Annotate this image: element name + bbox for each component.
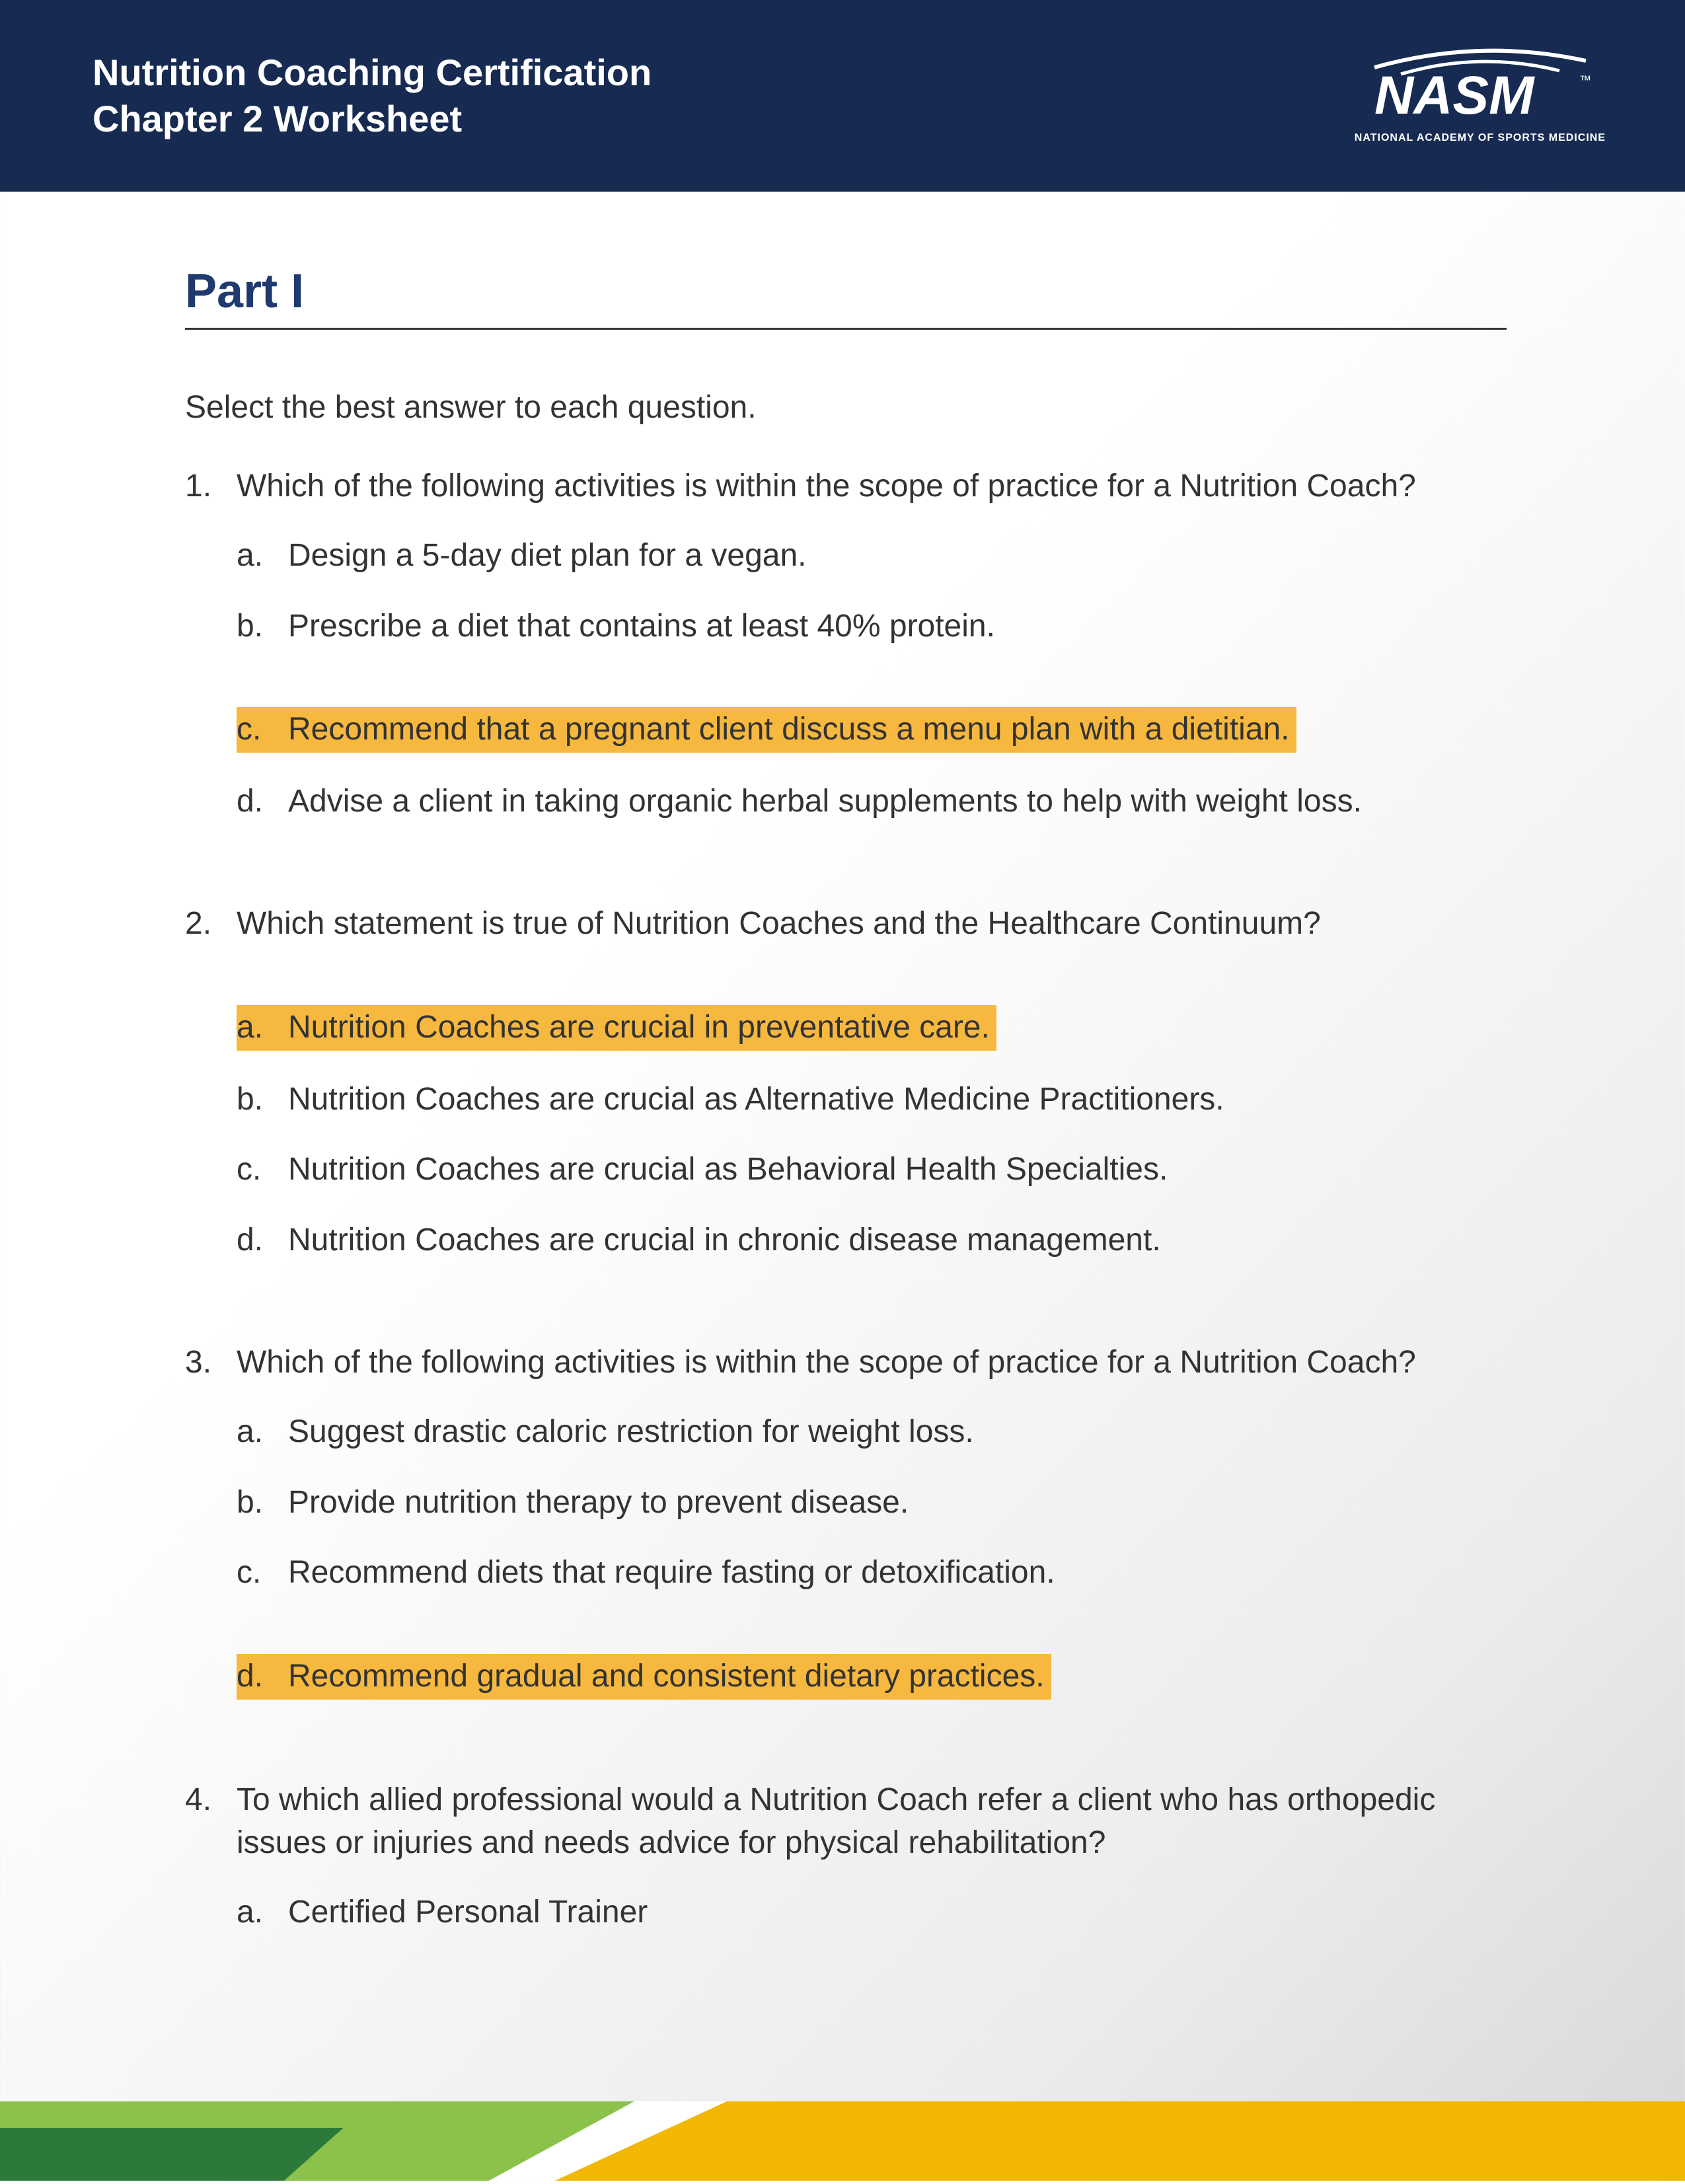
- option-row: b.Provide nutrition therapy to prevent d…: [237, 1482, 1507, 1525]
- part-title: Part I: [185, 264, 1507, 330]
- options-list: a.Nutrition Coaches are crucial in preve…: [237, 1005, 1507, 1262]
- question-text: Which of the following activities is wit…: [237, 1341, 1507, 1384]
- footer-svg-icon: [0, 2101, 1685, 2181]
- option-letter: d.: [237, 1219, 288, 1262]
- question-block: 3.Which of the following activities is w…: [185, 1341, 1507, 1700]
- option-text: Nutrition Coaches are crucial as Behavio…: [288, 1148, 1507, 1191]
- option-row: c.Nutrition Coaches are crucial as Behav…: [237, 1148, 1507, 1191]
- option-letter: b.: [237, 605, 288, 648]
- option-letter: a.: [237, 535, 288, 578]
- logo-tm: ™: [1579, 73, 1591, 87]
- question-text: To which allied professional would a Nut…: [237, 1779, 1507, 1865]
- option-text: Certified Personal Trainer: [288, 1891, 1507, 1934]
- questions-container: 1.Which of the following activities is w…: [185, 465, 1507, 1934]
- option-row: a.Nutrition Coaches are crucial in preve…: [237, 1005, 996, 1051]
- header-title-line1: Nutrition Coaching Certification: [93, 50, 652, 96]
- option-row: d.Advise a client in taking organic herb…: [237, 780, 1507, 823]
- question-row: 2.Which statement is true of Nutrition C…: [185, 903, 1507, 946]
- option-letter: d.: [237, 1654, 288, 1700]
- question-number: 2.: [185, 903, 237, 946]
- question-block: 4.To which allied professional would a N…: [185, 1779, 1507, 1934]
- option-letter: c.: [237, 707, 288, 753]
- option-letter: a.: [237, 1005, 288, 1051]
- question-row: 1.Which of the following activities is w…: [185, 465, 1507, 508]
- question-row: 4.To which allied professional would a N…: [185, 1779, 1507, 1865]
- option-row: c.Recommend that a pregnant client discu…: [237, 707, 1296, 753]
- options-list: a.Suggest drastic caloric restriction fo…: [237, 1411, 1507, 1700]
- option-text: Suggest drastic caloric restriction for …: [288, 1411, 1507, 1454]
- question-row: 3.Which of the following activities is w…: [185, 1341, 1507, 1384]
- option-row: a.Design a 5-day diet plan for a vegan.: [237, 535, 1507, 578]
- option-row: d.Recommend gradual and consistent dieta…: [237, 1654, 1051, 1700]
- option-text: Design a 5-day diet plan for a vegan.: [288, 535, 1507, 578]
- option-letter: a.: [237, 1411, 288, 1454]
- nasm-logo-icon: NASM ™: [1361, 48, 1599, 127]
- option-text: Prescribe a diet that contains at least …: [288, 605, 1507, 648]
- option-letter: c.: [237, 1552, 288, 1595]
- option-row: a.Suggest drastic caloric restriction fo…: [237, 1411, 1507, 1454]
- options-list: a.Design a 5-day diet plan for a vegan.b…: [237, 535, 1507, 823]
- option-text: Nutrition Coaches are crucial in prevent…: [288, 1005, 996, 1051]
- option-text: Nutrition Coaches are crucial as Alterna…: [288, 1078, 1507, 1121]
- question-block: 1.Which of the following activities is w…: [185, 465, 1507, 823]
- option-letter: b.: [237, 1482, 288, 1525]
- option-row: d.Nutrition Coaches are crucial in chron…: [237, 1219, 1507, 1262]
- option-letter: d.: [237, 780, 288, 823]
- question-text: Which statement is true of Nutrition Coa…: [237, 903, 1507, 946]
- option-letter: c.: [237, 1148, 288, 1191]
- instructions: Select the best answer to each question.: [185, 389, 1507, 426]
- footer-stripes: [0, 2101, 1685, 2181]
- option-text: Advise a client in taking organic herbal…: [288, 780, 1507, 823]
- question-number: 4.: [185, 1779, 237, 1865]
- header-titles: Nutrition Coaching Certification Chapter…: [93, 50, 652, 142]
- question-text: Which of the following activities is wit…: [237, 465, 1507, 508]
- question-block: 2.Which statement is true of Nutrition C…: [185, 903, 1507, 1262]
- option-row: b.Prescribe a diet that contains at leas…: [237, 605, 1507, 648]
- question-number: 3.: [185, 1341, 237, 1384]
- page-header: Nutrition Coaching Certification Chapter…: [0, 0, 1685, 192]
- logo-text: NASM: [1374, 65, 1535, 126]
- option-letter: b.: [237, 1078, 288, 1121]
- option-text: Recommend gradual and consistent dietary…: [288, 1654, 1051, 1700]
- question-number: 1.: [185, 465, 237, 508]
- option-text: Recommend diets that require fasting or …: [288, 1552, 1507, 1595]
- option-text: Recommend that a pregnant client discuss…: [288, 707, 1296, 753]
- nasm-logo: NASM ™ NATIONAL ACADEMY OF SPORTS MEDICI…: [1355, 48, 1606, 144]
- option-text: Nutrition Coaches are crucial in chronic…: [288, 1219, 1507, 1262]
- logo-subtext: NATIONAL ACADEMY OF SPORTS MEDICINE: [1355, 132, 1606, 144]
- options-list: a.Certified Personal Trainer: [237, 1891, 1507, 1934]
- option-row: c.Recommend diets that require fasting o…: [237, 1552, 1507, 1595]
- option-row: b.Nutrition Coaches are crucial as Alter…: [237, 1078, 1507, 1121]
- header-title-line2: Chapter 2 Worksheet: [93, 96, 652, 142]
- worksheet-content: Part I Select the best answer to each qu…: [0, 192, 1685, 1934]
- option-text: Provide nutrition therapy to prevent dis…: [288, 1482, 1507, 1525]
- option-row: a.Certified Personal Trainer: [237, 1891, 1507, 1934]
- option-letter: a.: [237, 1891, 288, 1934]
